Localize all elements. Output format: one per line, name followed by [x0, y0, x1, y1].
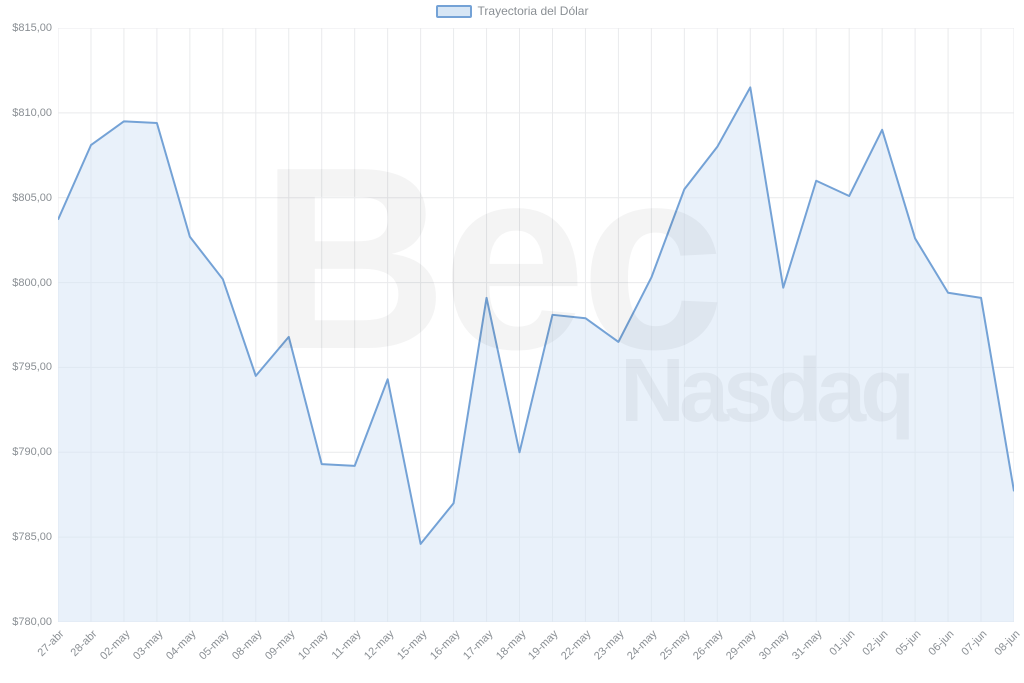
- x-tick-label: 02-jun: [861, 628, 891, 658]
- x-tick-label: 28-abr: [68, 628, 99, 659]
- legend-item: Trayectoria del Dólar: [436, 4, 589, 18]
- y-tick-label: $790,00: [12, 446, 58, 458]
- legend-swatch: [436, 5, 472, 18]
- x-tick-label: 12-may: [362, 628, 396, 662]
- x-tick-label: 22-may: [559, 628, 593, 662]
- x-tick-label: 31-may: [790, 628, 824, 662]
- x-tick-label: 23-may: [592, 628, 626, 662]
- x-tick-label: 07-jun: [959, 628, 989, 658]
- y-tick-label: $810,00: [12, 107, 58, 119]
- x-tick-label: 05-jun: [893, 628, 923, 658]
- x-tick-label: 15-may: [395, 628, 429, 662]
- x-tick-label: 04-may: [164, 628, 198, 662]
- chart-svg: [58, 28, 1014, 622]
- plot-area: BecNasdaq$780,00$785,00$790,00$795,00$80…: [58, 28, 1014, 622]
- x-tick-label: 18-may: [494, 628, 528, 662]
- x-tick-label: 16-may: [428, 628, 462, 662]
- x-tick-label: 01-jun: [828, 628, 858, 658]
- y-tick-label: $795,00: [12, 361, 58, 373]
- y-tick-label: $785,00: [12, 531, 58, 543]
- x-tick-label: 24-may: [625, 628, 659, 662]
- x-tick-label: 26-may: [691, 628, 725, 662]
- x-tick-label: 03-may: [131, 628, 165, 662]
- x-tick-label: 08-may: [230, 628, 264, 662]
- x-tick-label: 11-may: [329, 628, 363, 662]
- legend-label: Trayectoria del Dólar: [478, 4, 589, 18]
- x-tick-label: 06-jun: [926, 628, 956, 658]
- area-fill: [58, 87, 1014, 622]
- x-tick-label: 05-may: [197, 628, 231, 662]
- x-tick-label: 08-jun: [992, 628, 1022, 658]
- y-tick-label: $780,00: [12, 616, 58, 628]
- y-tick-label: $805,00: [12, 192, 58, 204]
- x-tick-label: 02-may: [98, 628, 132, 662]
- x-tick-label: 29-may: [724, 628, 758, 662]
- y-tick-label: $815,00: [12, 22, 58, 34]
- y-tick-label: $800,00: [12, 277, 58, 289]
- x-tick-label: 25-may: [658, 628, 692, 662]
- x-tick-label: 17-may: [461, 628, 495, 662]
- x-tick-label: 19-may: [527, 628, 561, 662]
- chart-legend: Trayectoria del Dólar: [0, 4, 1024, 23]
- x-axis-labels: 27-abr28-abr02-may03-may04-may05-may08-m…: [58, 622, 1014, 682]
- dollar-trajectory-chart: Trayectoria del Dólar BecNasdaq$780,00$7…: [0, 0, 1024, 683]
- x-tick-label: 09-may: [263, 628, 297, 662]
- x-tick-label: 10-may: [296, 628, 330, 662]
- x-tick-label: 27-abr: [36, 628, 67, 659]
- x-tick-label: 30-may: [757, 628, 791, 662]
